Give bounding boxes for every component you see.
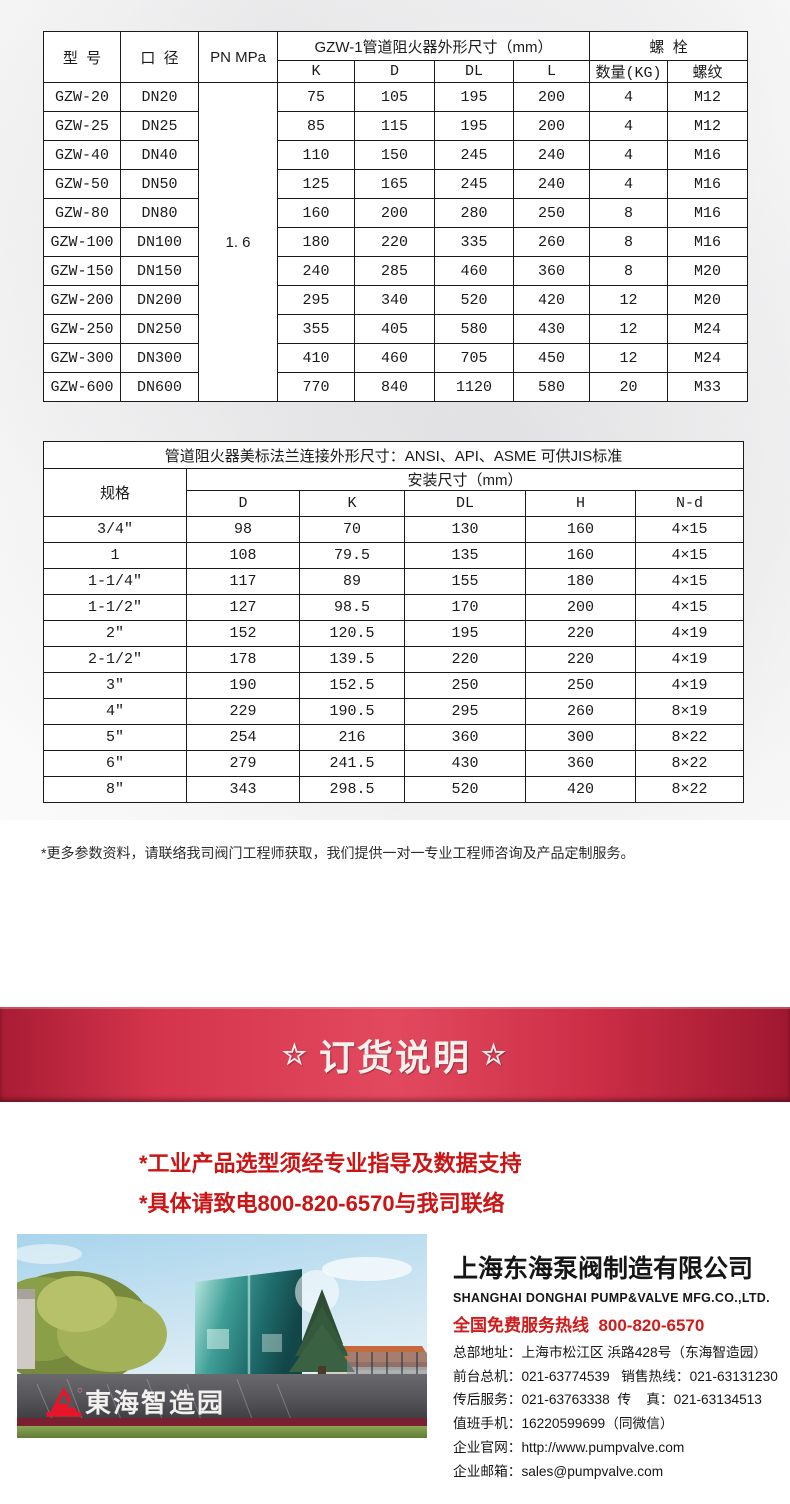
svg-text:東海智造园: 東海智造园 bbox=[85, 1388, 225, 1418]
